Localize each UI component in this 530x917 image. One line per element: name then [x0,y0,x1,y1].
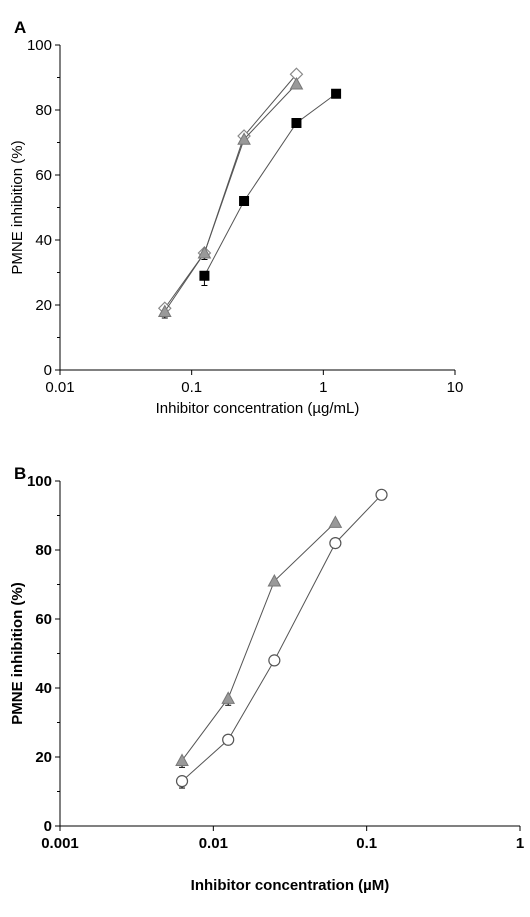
panel-b-y-tick-label: 20 [35,749,52,766]
panel-b-x-tick-label: 0.001 [41,835,79,852]
panel-a-series-1-point [289,76,304,90]
panel-a-y-tick-label: 0 [44,362,52,379]
panel-a-series-2-line [203,93,337,276]
panel-a-x-tick-label: 1 [319,379,327,396]
panel-a-series-1-line [164,83,297,312]
panel-a-series-2-point [239,196,250,206]
panel-a-x-tick-label: 0.1 [181,379,202,396]
panel-b-series-1-point [175,775,189,788]
panel-b-series-0-point [175,753,189,766]
panel-b-x-tick-label: 0.01 [199,835,228,852]
panel-a-y-tick-label: 60 [35,167,52,184]
panel-b-series-1-point [268,654,281,667]
panel-b-series-1-point [222,733,235,746]
panel-a-series-1-point [157,304,172,317]
panel-a-x-tick-label: 10 [447,379,464,396]
panel-b-x-tick-label: 1 [516,835,524,852]
panel-a-letter: A [14,18,27,37]
panel-b-series-0-point [328,515,343,528]
panel-a-series-2-point [199,270,210,281]
panel-a-y-tick-label: 100 [27,37,52,54]
panel-a-series-2-point [331,88,342,99]
panel-b-y-tick-label: 80 [35,542,52,559]
panel-a-series-1-point [197,245,212,259]
panel-b-series-0-point [267,574,282,587]
panel-a-series-2-point [291,118,302,128]
panel-b-y-tick-label: 0 [44,818,52,835]
panel-a-x-tick-label: 0.01 [45,379,74,396]
panel-a-x-axis-label: Inhibitor concentration (µg/mL) [156,400,360,417]
panel-a-y-tick-label: 20 [35,297,52,314]
panel-b-x-axis-label: Inhibitor concentration (µM) [191,877,390,894]
panel-b-series-0-line [181,522,336,761]
panel-b-series-1-line [181,494,382,782]
panel-b-y-axis-label: PMNE inhibition (%) [9,582,26,724]
panel-a-y-axis-label: PMNE inhibition (%) [9,140,26,274]
panel-b-y-tick-label: 40 [35,680,52,697]
panel-b-letter: B [14,464,27,483]
panel-b-series-1-point [375,488,388,501]
panel-a-y-tick-label: 80 [35,102,52,119]
panel-a-series-1-point [237,132,251,145]
panel-b-y-tick-label: 100 [27,473,52,490]
panel-a-y-tick-label: 40 [35,232,52,249]
panel-b-x-tick-label: 0.1 [356,835,377,852]
panel-b-y-tick-label: 60 [35,611,52,628]
panel-b-series-1-point [329,536,342,550]
panel-b-series-0-point [221,691,236,704]
panel-a-series-0-line [164,73,297,309]
